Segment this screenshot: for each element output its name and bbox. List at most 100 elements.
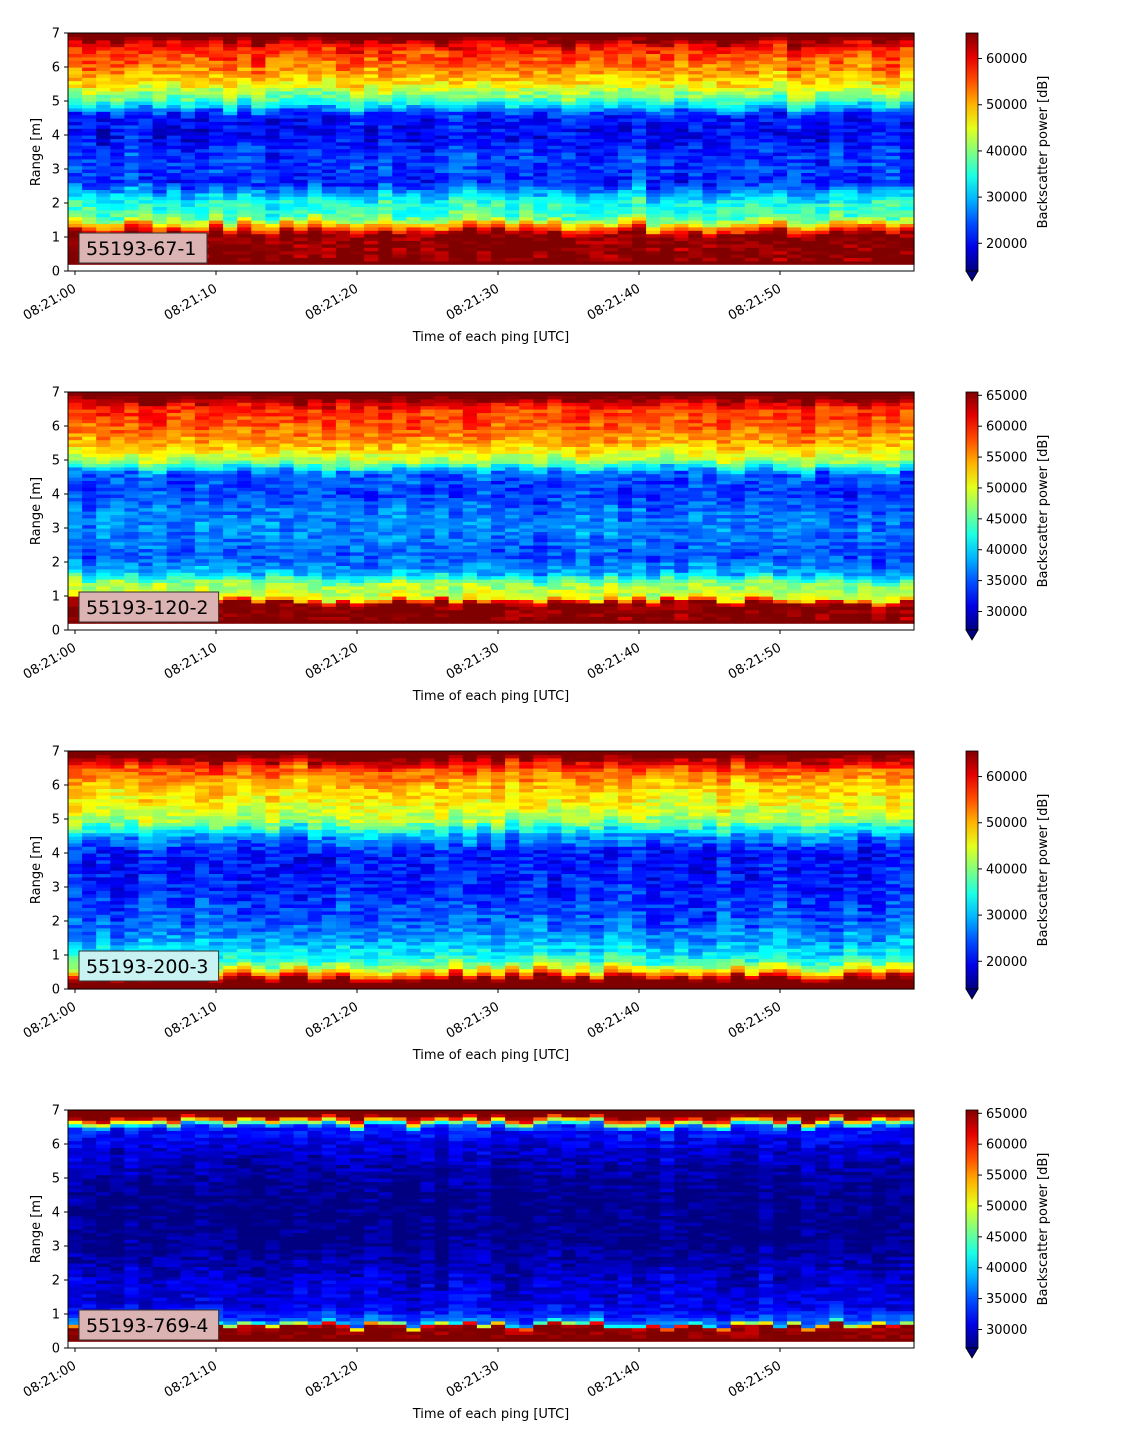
heatmap-cell bbox=[378, 142, 393, 146]
heatmap-cell bbox=[280, 234, 295, 238]
heatmap-cell bbox=[265, 244, 280, 248]
heatmap-cell bbox=[844, 193, 859, 197]
heatmap-cell bbox=[844, 210, 859, 214]
heatmap-cell bbox=[674, 149, 689, 153]
heatmap-cell bbox=[858, 193, 873, 197]
heatmap-cell bbox=[82, 132, 97, 136]
heatmap-cell bbox=[703, 217, 718, 221]
heatmap-cell bbox=[801, 142, 816, 146]
heatmap-cell bbox=[153, 487, 168, 491]
heatmap-cell bbox=[632, 210, 647, 214]
x-tick-label: 08:21:30 bbox=[444, 281, 502, 323]
heatmap-cell bbox=[392, 234, 407, 238]
heatmap-cell bbox=[618, 142, 633, 146]
heatmap-cell bbox=[265, 183, 280, 187]
heatmap-cell bbox=[280, 217, 295, 221]
heatmap-cell bbox=[688, 234, 703, 238]
heatmap-cell bbox=[435, 183, 450, 187]
heatmap-cell bbox=[731, 159, 746, 163]
heatmap-cell bbox=[336, 149, 351, 153]
heatmap-cell bbox=[547, 176, 562, 180]
heatmap-cell bbox=[421, 227, 436, 231]
heatmap-cell bbox=[449, 264, 464, 268]
heatmap-cell bbox=[731, 132, 746, 136]
heatmap-cell bbox=[787, 159, 802, 163]
y-tick-label: 0 bbox=[52, 265, 60, 280]
heatmap-cell bbox=[195, 33, 210, 37]
colorbar-extend-min bbox=[966, 271, 978, 281]
heatmap-cell bbox=[745, 176, 760, 180]
heatmap-cell bbox=[139, 142, 154, 146]
heatmap-cell bbox=[223, 142, 238, 146]
heatmap-cell bbox=[703, 166, 718, 170]
heatmap-cell bbox=[139, 470, 154, 474]
heatmap-cell bbox=[872, 166, 887, 170]
heatmap-cell bbox=[505, 142, 520, 146]
heatmap-cell bbox=[590, 217, 605, 221]
heatmap-cell bbox=[688, 217, 703, 221]
heatmap-cell bbox=[195, 200, 210, 204]
heatmap-cell bbox=[195, 419, 210, 423]
heatmap-cell bbox=[237, 166, 252, 170]
heatmap-cell bbox=[181, 33, 196, 37]
heatmap-cell bbox=[96, 183, 111, 187]
heatmap-cell bbox=[421, 166, 436, 170]
heatmap-cell bbox=[844, 142, 859, 146]
heatmap-cell bbox=[265, 149, 280, 153]
heatmap-cell bbox=[322, 264, 337, 268]
heatmap-cell bbox=[562, 264, 577, 268]
heatmap-cell bbox=[421, 264, 436, 268]
heatmap-cell bbox=[364, 200, 379, 204]
heatmap-cell bbox=[590, 234, 605, 238]
x-tick-label: 08:21:10 bbox=[162, 281, 220, 323]
heatmap-cell bbox=[562, 234, 577, 238]
heatmap-cell bbox=[547, 264, 562, 268]
heatmap-cell bbox=[886, 227, 901, 231]
heatmap-cell bbox=[505, 176, 520, 180]
heatmap-cell bbox=[96, 159, 111, 163]
heatmap-cell bbox=[576, 159, 591, 163]
heatmap-cell bbox=[519, 244, 534, 248]
heatmap-cell bbox=[505, 193, 520, 197]
heatmap-cell bbox=[547, 244, 562, 248]
heatmap-cell bbox=[519, 227, 534, 231]
heatmap-cell bbox=[153, 33, 168, 37]
heatmap-cell bbox=[717, 251, 732, 255]
heatmap-cell bbox=[576, 183, 591, 187]
heatmap-cell bbox=[110, 453, 125, 457]
heatmap-cell bbox=[392, 227, 407, 231]
heatmap-cell bbox=[181, 487, 196, 491]
heatmap-cell bbox=[872, 33, 887, 37]
heatmap-cell bbox=[703, 234, 718, 238]
heatmap-cell bbox=[392, 159, 407, 163]
y-axis-label: Range [m] bbox=[29, 118, 44, 186]
heatmap-cell bbox=[139, 217, 154, 221]
heatmap-cell bbox=[505, 132, 520, 136]
heatmap-cell bbox=[280, 149, 295, 153]
heatmap-cell bbox=[139, 402, 154, 406]
heatmap-cell bbox=[801, 264, 816, 268]
heatmap-cell bbox=[364, 132, 379, 136]
heatmap-cell bbox=[801, 217, 816, 221]
heatmap-cell bbox=[505, 33, 520, 37]
heatmap-cell bbox=[195, 176, 210, 180]
heatmap-cell bbox=[646, 132, 661, 136]
heatmap-cell bbox=[406, 183, 421, 187]
heatmap-cell bbox=[350, 251, 365, 255]
heatmap-cell bbox=[646, 244, 661, 248]
heatmap-cell bbox=[124, 159, 139, 163]
heatmap-cell bbox=[139, 419, 154, 423]
heatmap-cell bbox=[815, 33, 830, 37]
heatmap-cell bbox=[209, 210, 224, 214]
heatmap-cell bbox=[759, 264, 774, 268]
heatmap-cell bbox=[265, 217, 280, 221]
heatmap-cell bbox=[463, 227, 478, 231]
heatmap-cell bbox=[674, 33, 689, 37]
heatmap-cell bbox=[195, 159, 210, 163]
heatmap-cell bbox=[308, 193, 323, 197]
heatmap-cell bbox=[308, 159, 323, 163]
heatmap-cell bbox=[717, 227, 732, 231]
heatmap-cell bbox=[717, 234, 732, 238]
heatmap-cell bbox=[435, 166, 450, 170]
heatmap-cell bbox=[505, 234, 520, 238]
